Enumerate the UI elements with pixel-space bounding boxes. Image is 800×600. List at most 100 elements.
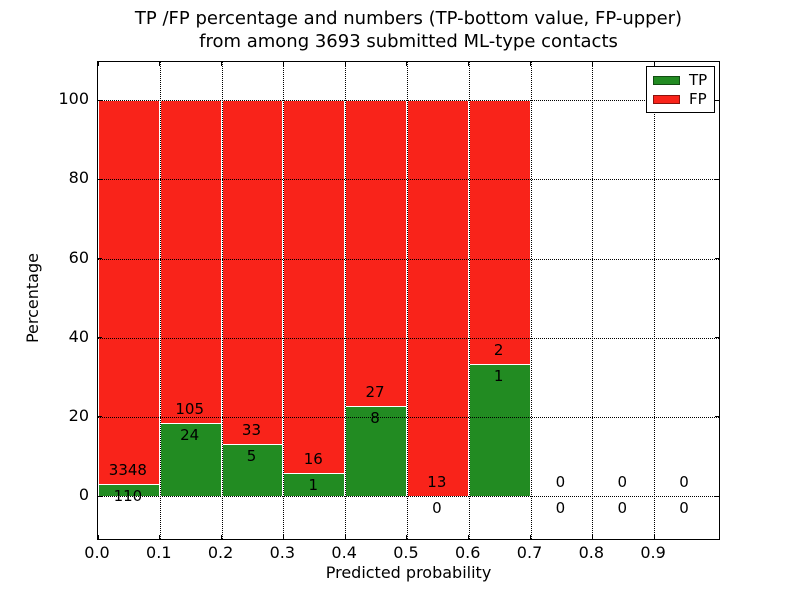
legend-entry-fp: FP: [653, 89, 708, 108]
x-tick-label: 0.0: [84, 543, 110, 562]
x-tick-bottom: [653, 535, 655, 539]
x-tick-top: [97, 62, 99, 66]
tp-count-label: 1: [308, 475, 319, 494]
y-tick-left: [98, 337, 102, 339]
bar-segment-fp: [345, 100, 407, 406]
x-tick-label: 0.9: [640, 543, 666, 562]
y-tick-label: 40: [68, 326, 89, 346]
legend-label-fp: FP: [689, 89, 707, 108]
y-tick-right: [715, 178, 719, 180]
y-tick-label: 0: [78, 485, 89, 505]
v-gridline: [468, 62, 470, 539]
chart-title-line-1: TP /FP percentage and numbers (TP-bottom…: [134, 8, 683, 29]
v-gridline: [159, 62, 161, 539]
h-gridline: [98, 496, 719, 498]
fp-count-label: 3348: [108, 460, 147, 479]
legend-entry-tp: TP: [653, 70, 708, 89]
v-gridline: [345, 62, 347, 539]
v-gridline: [654, 62, 656, 539]
x-tick-top: [344, 62, 346, 66]
legend: TP FP: [646, 66, 715, 113]
fp-count-label: 0: [555, 473, 566, 492]
bar-segment-fp: [468, 100, 531, 365]
x-tick-label: 0.2: [207, 543, 234, 562]
fp-count-label: 105: [175, 399, 204, 418]
tp-count-label: 110: [113, 486, 143, 505]
x-tick-top: [282, 62, 284, 66]
y-tick-label: 20: [68, 405, 89, 425]
v-gridline: [221, 62, 223, 539]
y-tick-right: [715, 99, 719, 101]
x-tick-label: 0.6: [455, 543, 481, 562]
x-tick-bottom: [221, 535, 223, 539]
fp-count-label: 0: [679, 473, 689, 492]
y-tick-left: [98, 258, 102, 259]
x-tick-label: 0.4: [331, 543, 357, 562]
x-axis-label: Predicted probability: [325, 563, 492, 582]
tp-color-swatch: [653, 75, 680, 85]
y-tick-left: [98, 416, 102, 418]
bar-segment-fp: [283, 100, 346, 473]
tp-count-label: 0: [432, 499, 442, 518]
y-tick-left: [98, 178, 102, 180]
x-tick-bottom: [97, 535, 99, 539]
tp-count-label: 5: [246, 447, 257, 466]
x-tick-top: [406, 62, 408, 66]
tp-count-label: 24: [180, 425, 200, 444]
y-tick-right: [715, 495, 719, 497]
fp-count-label: 13: [427, 473, 447, 492]
x-tick-top: [653, 62, 655, 66]
bar-segment-tp: [221, 444, 284, 497]
v-gridline: [406, 62, 408, 539]
y-tick-right: [715, 337, 719, 339]
fp-color-swatch: [653, 94, 680, 104]
tp-count-label: 0: [555, 499, 566, 518]
tp-count-label: 0: [679, 499, 689, 518]
bar-segment-fp: [159, 100, 222, 423]
h-gridline: [98, 100, 719, 102]
y-tick-label: 60: [68, 247, 89, 267]
x-tick-bottom: [468, 535, 470, 539]
bar-segment-tp: [98, 483, 160, 497]
fp-count-label: 27: [365, 382, 385, 401]
v-gridline: [530, 62, 532, 539]
v-gridline: [283, 62, 285, 539]
tp-count-label: 8: [370, 408, 380, 427]
y-tick-left: [98, 495, 102, 497]
v-gridline: [592, 62, 594, 539]
y-tick-label: 80: [68, 168, 89, 188]
h-gridline: [98, 179, 719, 181]
x-tick-top: [591, 62, 593, 66]
x-tick-label: 0.8: [578, 543, 605, 562]
h-gridline: [98, 337, 719, 339]
h-gridline: [98, 416, 719, 418]
fp-count-label: 2: [493, 341, 504, 360]
fp-count-label: 33: [241, 421, 262, 440]
x-tick-top: [221, 62, 223, 66]
x-tick-bottom: [344, 535, 346, 539]
bar-segment-tp: [159, 422, 222, 497]
x-tick-bottom: [406, 535, 408, 539]
x-tick-top: [530, 62, 532, 66]
y-axis-label: Percentage: [23, 253, 42, 344]
x-tick-bottom: [591, 535, 593, 539]
x-tick-label: 0.3: [269, 543, 296, 562]
y-tick-right: [715, 258, 719, 259]
x-tick-top: [468, 62, 470, 66]
x-tick-bottom: [282, 535, 284, 539]
x-tick-bottom: [159, 535, 161, 539]
fp-count-label: 16: [303, 449, 323, 468]
x-tick-bottom: [530, 535, 532, 539]
bar-segment-fp: [98, 100, 160, 484]
h-gridline: [98, 258, 719, 260]
x-tick-label: 0.1: [146, 543, 172, 562]
bar-segment-fp: [221, 100, 284, 445]
legend-label-tp: TP: [689, 70, 708, 89]
x-tick-top: [159, 62, 161, 66]
x-tick-label: 0.5: [393, 543, 419, 562]
bar-segment-tp: [468, 364, 531, 497]
y-tick-right: [715, 416, 719, 418]
plot-area: [97, 61, 720, 540]
y-tick-label: 100: [58, 89, 89, 109]
